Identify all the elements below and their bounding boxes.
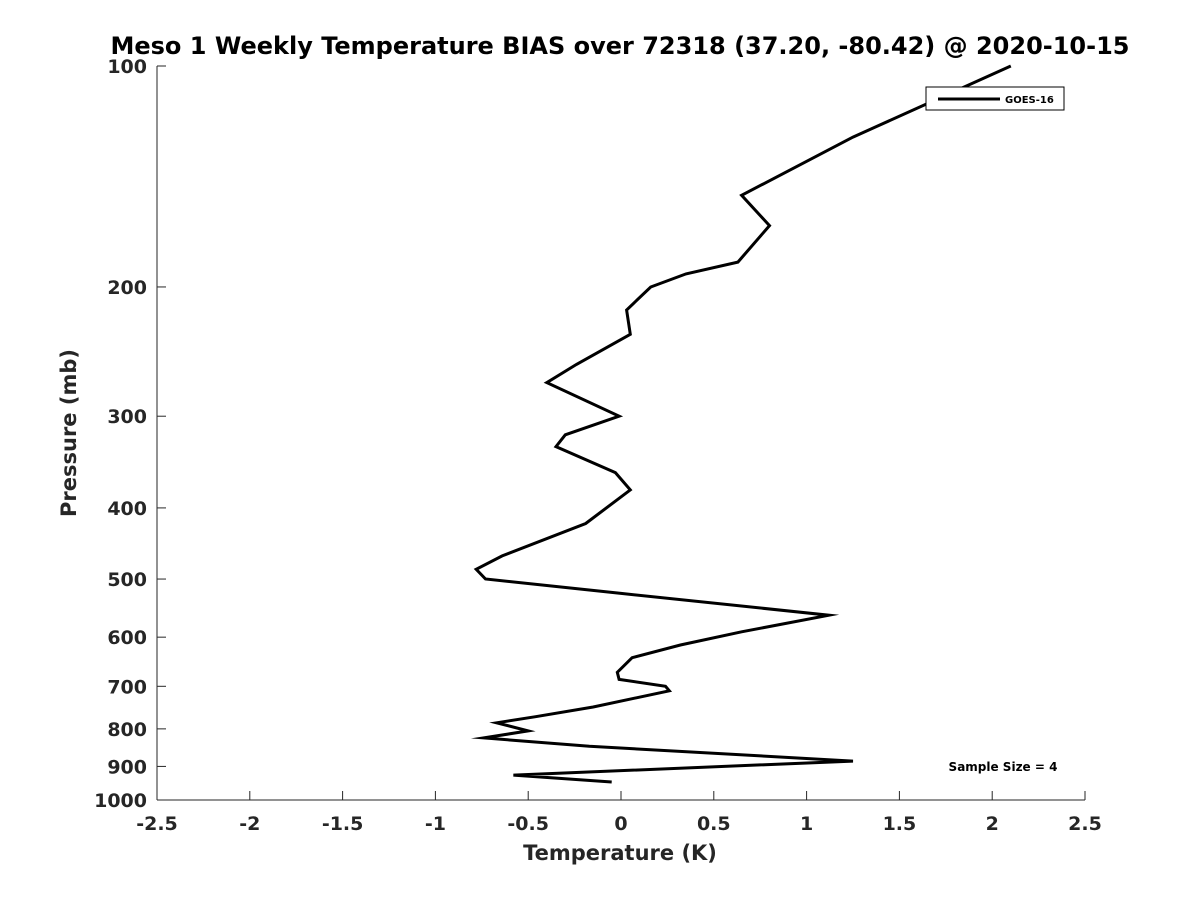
- legend-label-goes-16: GOES-16: [1005, 95, 1054, 106]
- x-tick-label: 2.5: [1068, 813, 1102, 835]
- y-tick-label: 400: [107, 498, 147, 520]
- x-tick-label: -1: [425, 813, 446, 835]
- y-axis-label: Pressure (mb): [57, 349, 81, 517]
- y-tick-label: 300: [107, 406, 147, 428]
- series-line-goes-16: [470, 64, 1012, 784]
- y-tick-label: 900: [107, 756, 147, 778]
- x-axis-ticks: -2.5 -2 -1.5 -1 -0.5 0 0.5 1 1.5 2 2.5: [136, 791, 1102, 835]
- y-tick-label: 800: [107, 719, 147, 741]
- y-tick-label: 500: [107, 569, 147, 591]
- sample-size-annotation: Sample Size = 4: [949, 760, 1058, 774]
- y-tick-label: 200: [107, 277, 147, 299]
- x-axis-label: Temperature (K): [523, 841, 717, 865]
- legend: GOES-16: [925, 86, 1065, 111]
- x-tick-label: -0.5: [507, 813, 549, 835]
- y-tick-label: 700: [107, 676, 147, 698]
- x-tick-label: 2: [986, 813, 999, 835]
- x-tick-label: -2: [239, 813, 260, 835]
- x-tick-label: -1.5: [322, 813, 364, 835]
- x-tick-label: 0: [614, 813, 627, 835]
- x-tick-label: -2.5: [136, 813, 178, 835]
- x-tick-label: 1: [800, 813, 813, 835]
- y-tick-label: 100: [107, 56, 147, 78]
- series-layer: [470, 64, 1012, 784]
- y-tick-label: 1000: [94, 790, 147, 812]
- chart-title: Meso 1 Weekly Temperature BIAS over 7231…: [110, 32, 1129, 60]
- x-tick-label: 0.5: [697, 813, 731, 835]
- y-tick-label: 600: [107, 627, 147, 649]
- x-tick-label: 1.5: [883, 813, 917, 835]
- y-axis-ticks: 100 200 300 400 500 600 700 800 900 1000: [94, 56, 166, 812]
